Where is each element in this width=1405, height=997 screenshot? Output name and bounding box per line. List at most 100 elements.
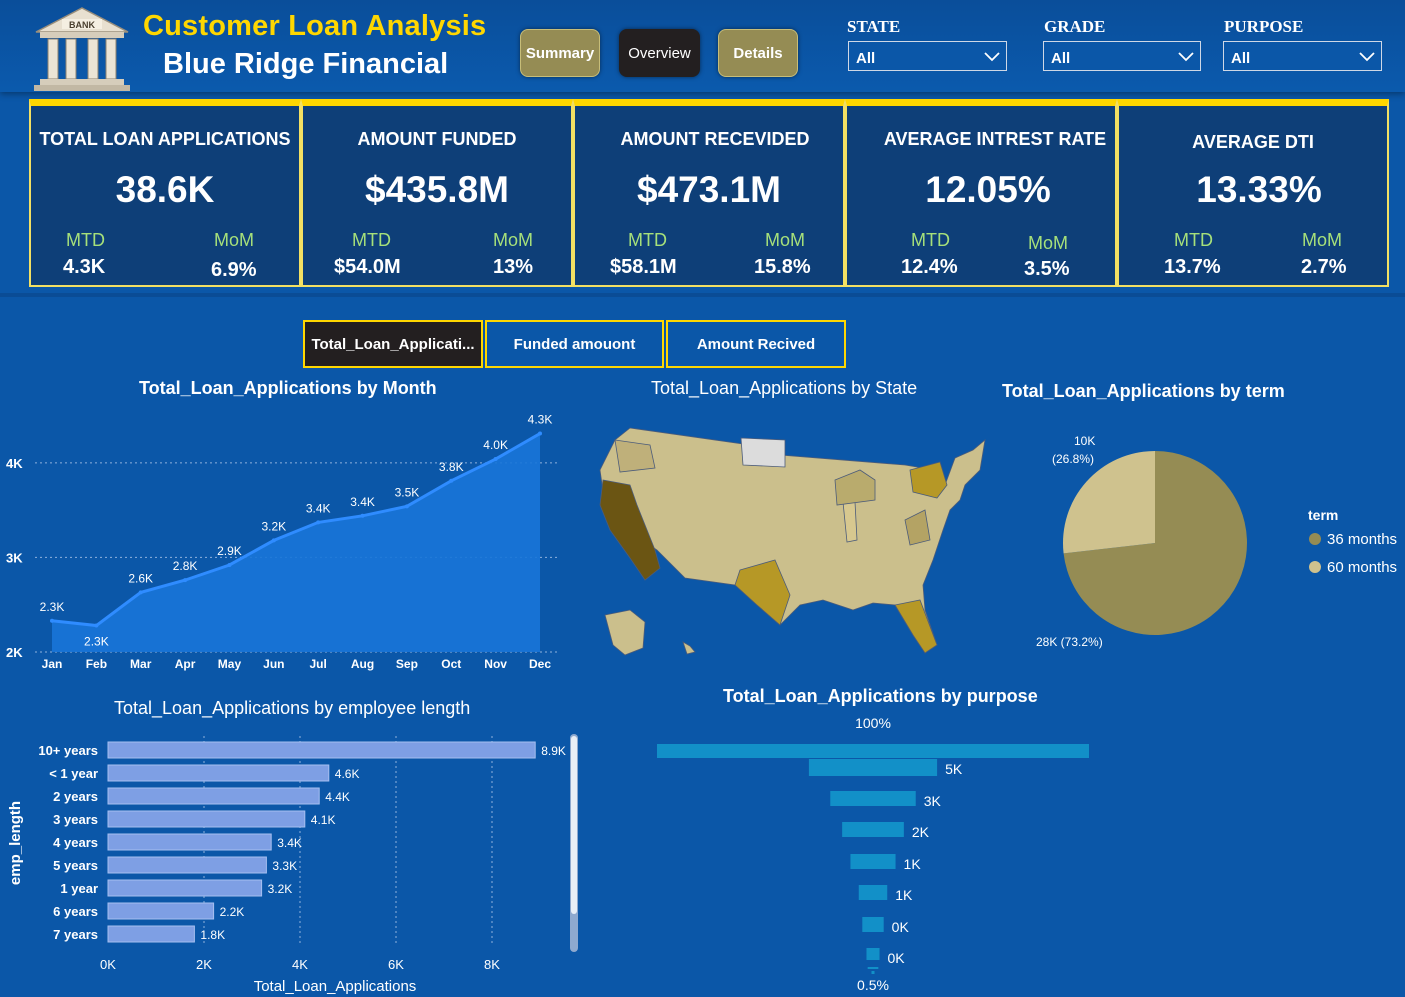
state-alaska[interactable] xyxy=(604,609,646,656)
data-label: 4.4K xyxy=(325,790,350,804)
data-label: 2.3K xyxy=(84,635,109,649)
overview-page-button[interactable]: Overview xyxy=(619,29,700,77)
funnel-bottom-label: 0.5% xyxy=(857,977,889,993)
bar xyxy=(107,902,215,920)
kpi-mtd-value: 13.7% xyxy=(1164,256,1221,278)
funnel-top-label: 100% xyxy=(855,715,891,731)
kpi-mtd-value: $58.1M xyxy=(610,256,677,278)
data-label: 4.1K xyxy=(311,813,336,827)
kpi-mtd-label: MTD xyxy=(1174,230,1213,250)
funnel-bar xyxy=(830,791,916,806)
state-virginia[interactable] xyxy=(904,509,931,546)
category-label: < 1 year xyxy=(49,766,98,781)
details-page-button[interactable]: Details xyxy=(718,29,798,77)
x-tick-label: 4K xyxy=(292,957,308,972)
x-tick-label: Apr xyxy=(175,657,196,671)
kpi-title: AMOUNT RECEVIDED xyxy=(620,129,810,149)
state-california[interactable] xyxy=(599,479,661,581)
category-label: 5 years xyxy=(53,858,98,873)
kpi-mom-value: 13% xyxy=(493,256,534,278)
y-tick-label: 2K xyxy=(6,645,23,660)
state-washington-oregon[interactable] xyxy=(614,439,656,473)
x-tick-label: May xyxy=(218,657,242,671)
area-fill xyxy=(52,433,540,652)
kpi-card-amount-received: AMOUNT RECEVIDED $473.1M MTD MoM $58.1M … xyxy=(573,99,845,287)
bar xyxy=(107,764,330,782)
purpose-filter-dropdown[interactable]: All xyxy=(1223,41,1382,71)
applications-by-term-chart[interactable]: 28K (73.2%) 10K (26.8%) term 36 months 60 mon… xyxy=(1000,410,1400,670)
toggle-loan-applications[interactable]: Total_Loan_Applicati... xyxy=(303,320,483,368)
y-axis-title: emp_length xyxy=(7,801,24,885)
category-label: 10+ years xyxy=(38,743,98,758)
grade-filter-label: GRADE xyxy=(1044,17,1106,36)
state-north-dakota[interactable] xyxy=(740,437,786,468)
x-tick-label: 0K xyxy=(100,957,116,972)
funnel-bar xyxy=(850,854,896,869)
state-texas[interactable] xyxy=(734,559,791,626)
data-point xyxy=(227,562,232,567)
x-tick-label: Nov xyxy=(484,657,507,671)
y-tick-label: 4K xyxy=(6,456,23,471)
funnel-bar xyxy=(867,967,879,969)
grade-filter-value: All xyxy=(1051,50,1071,67)
purpose-filter-value: All xyxy=(1231,50,1251,67)
state-filter-dropdown[interactable]: All xyxy=(848,41,1007,71)
data-point xyxy=(50,618,54,623)
category-label: 7 years xyxy=(53,927,98,942)
state-new-york[interactable] xyxy=(909,461,948,499)
funnel-value-label: 0K xyxy=(888,950,906,966)
state-filter-value: All xyxy=(856,50,876,67)
x-tick-label: 2K xyxy=(196,957,212,972)
emp-chart-title: Total_Loan_Applications by employee leng… xyxy=(114,698,471,718)
applications-by-month-chart[interactable]: 2K 3K 4K 2.3K Jan 2.3K Feb 2.6K Mar 2.8K Apr 2.9K Ma… xyxy=(0,405,580,680)
kpi-card-total-applications: TOTAL LOAN APPLICATIONS 38.6K MTD MoM 4.… xyxy=(29,99,301,287)
category-label: 3 years xyxy=(53,812,98,827)
applications-by-emp-length-chart[interactable]: 0K 2K 4K 6K 8K 10+ years 8.9K < 1 year 4.6K 2 yea… xyxy=(0,728,590,997)
state-hawaii[interactable] xyxy=(682,641,696,655)
kpi-mtd-label: MTD xyxy=(66,230,105,250)
bar xyxy=(107,879,263,897)
kpi-mom-label: MoM xyxy=(1028,233,1068,253)
data-point xyxy=(493,457,498,462)
dashboard-title: Customer Loan Analysis xyxy=(143,10,487,42)
section-divider xyxy=(0,293,1405,297)
data-label: 3.4K xyxy=(277,836,302,850)
x-tick-label: Jul xyxy=(310,657,327,671)
funnel-value-label: 3K xyxy=(924,793,942,809)
funnel-value-label: 1K xyxy=(904,856,922,872)
month-chart-title: Total_Loan_Applications by Month xyxy=(139,378,437,398)
applications-by-state-map[interactable] xyxy=(575,410,995,670)
category-label: 4 years xyxy=(53,835,98,850)
bar xyxy=(107,741,536,759)
chevron-down-icon xyxy=(984,52,1000,62)
kpi-mom-value: 15.8% xyxy=(754,256,811,278)
purpose-filter-label: PURPOSE xyxy=(1224,17,1304,36)
kpi-mom-label: MoM xyxy=(1302,230,1342,250)
pie-label: (26.8%) xyxy=(1052,452,1094,466)
kpi-mtd-label: MTD xyxy=(911,230,950,250)
data-label: 2.9K xyxy=(217,544,242,558)
kpi-mtd-label: MTD xyxy=(352,230,391,250)
summary-page-button[interactable]: Summary xyxy=(520,29,600,77)
funnel-bar xyxy=(858,885,888,900)
kpi-title: TOTAL LOAN APPLICATIONS xyxy=(39,129,291,149)
data-label: 2.6K xyxy=(128,571,153,585)
kpi-mom-value: 2.7% xyxy=(1301,256,1347,278)
kpi-value: 12.05% xyxy=(925,169,1051,210)
toggle-amount-received[interactable]: Amount Recived xyxy=(666,320,846,368)
scrollbar-thumb xyxy=(571,736,577,914)
kpi-title: AVERAGE INTREST RATE xyxy=(883,129,1107,149)
x-tick-label: 8K xyxy=(484,957,500,972)
funnel-bar xyxy=(842,822,904,837)
funnel-bar xyxy=(866,948,880,960)
legend-title: term xyxy=(1308,507,1338,523)
toggle-funded-amount[interactable]: Funded amouont xyxy=(485,320,664,368)
data-label: 3.2K xyxy=(268,882,293,896)
state-michigan[interactable] xyxy=(834,469,876,506)
data-label: 3.8K xyxy=(439,460,464,474)
x-tick-label: 6K xyxy=(388,957,404,972)
grade-filter-dropdown[interactable]: All xyxy=(1043,41,1201,71)
state-florida[interactable] xyxy=(894,599,938,654)
data-point xyxy=(360,513,365,518)
